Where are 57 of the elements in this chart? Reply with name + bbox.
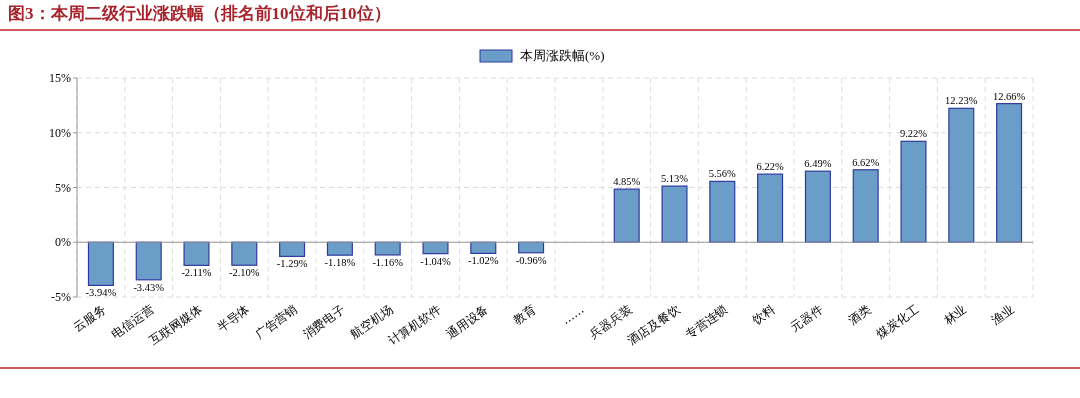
bar: [87, 241, 114, 286]
bar: [852, 169, 879, 243]
bar: [804, 170, 831, 243]
data-label: -2.11%: [181, 267, 212, 279]
data-label: 12.66%: [992, 90, 1026, 102]
data-label: 6.22%: [756, 161, 784, 173]
bar: [900, 140, 927, 243]
x-tick-label: 教育: [511, 301, 539, 328]
data-label: 9.22%: [899, 128, 928, 140]
y-tick-label: -5%: [51, 290, 71, 304]
y-tick-label: 15%: [49, 71, 71, 85]
data-label: -3.43%: [133, 281, 165, 293]
x-tick-label: 林业: [940, 301, 970, 328]
bar: [709, 180, 736, 243]
x-tick-label: 元器件: [788, 301, 826, 335]
x-tick-label: 广告营销: [252, 301, 300, 341]
bar: [613, 188, 640, 243]
bar: [183, 241, 210, 266]
bar: [996, 103, 1023, 243]
data-label: 4.85%: [613, 176, 641, 188]
data-label: -1.02%: [467, 255, 499, 267]
bar: [374, 241, 401, 256]
data-label: 6.49%: [804, 158, 832, 170]
data-label: 12.23%: [945, 95, 978, 107]
bar: [326, 241, 353, 256]
bar: [948, 107, 975, 243]
data-label: 5.56%: [708, 168, 737, 180]
data-label: -1.18%: [324, 257, 356, 269]
x-tick-label: 半导体: [214, 301, 253, 335]
x-tick-label: 云服务: [71, 301, 109, 335]
x-tick-label: 渔业: [989, 301, 1017, 328]
chart-title: 图3：本周二级行业涨跌幅（排名前10位和后10位）: [8, 4, 391, 23]
x-tick-label: 专营连锁: [682, 301, 731, 341]
x-tick-label: 煤炭化工: [873, 301, 922, 341]
x-tick-label: 饮料: [749, 301, 778, 328]
bar: [135, 241, 162, 281]
data-label: 5.13%: [660, 173, 689, 185]
x-tick-label: 酒类: [845, 301, 874, 328]
data-label: -2.10%: [228, 267, 260, 279]
data-label: -3.94%: [85, 287, 117, 299]
bar: [661, 185, 688, 243]
data-label: -1.04%: [420, 255, 452, 267]
data-label: 6.62%: [852, 156, 880, 168]
data-label: -1.29%: [276, 258, 308, 270]
data-label: -0.96%: [515, 254, 547, 266]
bar: [422, 241, 449, 255]
y-tick-label: 0%: [55, 235, 71, 250]
x-tick-label: 消费电子: [300, 301, 348, 341]
bar: [757, 173, 784, 243]
legend-label: 本周涨跌幅(%): [520, 48, 605, 63]
bar: [279, 241, 306, 257]
bar: [231, 241, 258, 266]
data-label: -1.16%: [372, 256, 404, 268]
x-tick-label: 通用设备: [443, 301, 492, 341]
y-tick-label: 5%: [55, 180, 71, 195]
y-tick-label: 10%: [49, 125, 71, 140]
x-tick-label: ……: [558, 301, 587, 328]
